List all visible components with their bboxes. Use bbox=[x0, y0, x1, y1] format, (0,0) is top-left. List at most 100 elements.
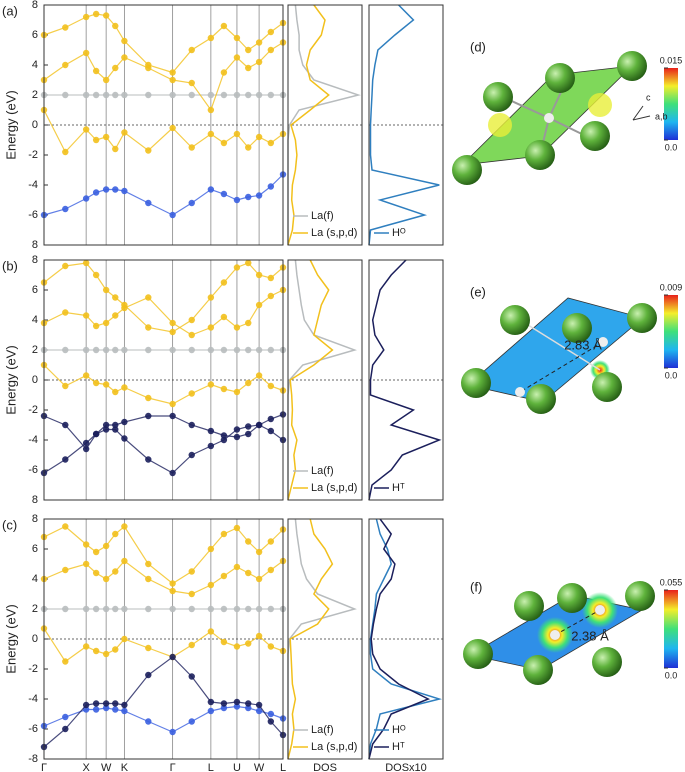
band-point bbox=[245, 193, 252, 201]
band-point bbox=[145, 91, 152, 99]
y-tick-label: 6 bbox=[32, 284, 38, 296]
band-point bbox=[245, 91, 252, 99]
band-point bbox=[92, 548, 100, 556]
legend-label: La(f) bbox=[311, 724, 334, 736]
band-point bbox=[255, 346, 263, 354]
y-tick-label: 2 bbox=[32, 89, 38, 101]
band-point bbox=[220, 638, 228, 646]
axis-label: c bbox=[646, 92, 651, 102]
band-point bbox=[207, 294, 215, 301]
band-point bbox=[207, 34, 215, 42]
band-point bbox=[92, 10, 100, 18]
band-point bbox=[220, 279, 228, 286]
plot-frame bbox=[43, 259, 284, 501]
band-point bbox=[245, 259, 252, 267]
band-point bbox=[121, 605, 128, 613]
band-point bbox=[267, 28, 275, 36]
y-tick-label: -6 bbox=[28, 723, 38, 735]
band-point bbox=[245, 144, 252, 151]
band-point bbox=[207, 628, 215, 635]
band-point bbox=[62, 205, 69, 213]
plot-frame bbox=[287, 259, 363, 501]
band-point bbox=[82, 346, 90, 354]
y-tick-label: 8 bbox=[32, 513, 38, 525]
band-point bbox=[267, 427, 275, 435]
band-point bbox=[102, 575, 110, 583]
band-point bbox=[62, 148, 69, 156]
band-point bbox=[112, 706, 119, 713]
legend-label: Hᵀ bbox=[392, 741, 405, 753]
band-point bbox=[255, 548, 263, 556]
legend-label: La (s,p,d) bbox=[311, 482, 357, 494]
band-point bbox=[169, 211, 176, 219]
band-point bbox=[255, 133, 263, 141]
band-point bbox=[121, 435, 128, 442]
band-point bbox=[82, 643, 90, 650]
band-point bbox=[92, 346, 100, 354]
band-point bbox=[92, 430, 100, 438]
band-point bbox=[220, 605, 228, 613]
band-point bbox=[233, 433, 241, 441]
band-point bbox=[207, 442, 215, 450]
y-tick-label: 0 bbox=[32, 374, 38, 386]
band-point bbox=[245, 704, 252, 712]
y-tick-label: 4 bbox=[32, 573, 38, 585]
x-tick-label: X bbox=[82, 762, 90, 772]
x-tick-label: Γ bbox=[170, 762, 176, 772]
dos-line bbox=[287, 4, 330, 246]
colorbar-tick-label: 0.0 bbox=[665, 670, 678, 680]
band-point bbox=[121, 523, 128, 530]
band-point bbox=[102, 542, 110, 550]
band-point bbox=[220, 704, 228, 712]
y-tick-label: 2 bbox=[32, 344, 38, 356]
band-point bbox=[220, 313, 228, 321]
band-point bbox=[220, 139, 228, 147]
band-point bbox=[207, 91, 215, 99]
panel-label: (b) bbox=[2, 258, 18, 273]
band-point bbox=[92, 67, 100, 75]
band-point bbox=[121, 187, 128, 195]
y-tick-label: 8 bbox=[32, 0, 38, 11]
band-point bbox=[220, 436, 228, 444]
band-point bbox=[169, 412, 176, 420]
panel-label: (d) bbox=[470, 39, 486, 54]
colorbar-tick-label: 0.015 bbox=[660, 55, 683, 65]
y-tick-label: 8 bbox=[32, 239, 38, 251]
band-point bbox=[102, 76, 110, 84]
band-point bbox=[145, 294, 152, 301]
band-point bbox=[82, 706, 90, 713]
band-point bbox=[267, 139, 275, 147]
band-point bbox=[220, 530, 228, 538]
band-point bbox=[267, 605, 275, 613]
band-point bbox=[145, 718, 152, 725]
band-point bbox=[102, 381, 110, 388]
y-axis-label: Energy (eV) bbox=[3, 345, 18, 414]
band-point bbox=[255, 192, 263, 199]
band-point bbox=[267, 346, 275, 354]
band-point bbox=[220, 385, 228, 393]
band-point bbox=[169, 587, 176, 595]
band-point bbox=[112, 388, 119, 396]
band-point bbox=[112, 421, 119, 429]
band-point bbox=[233, 388, 241, 396]
band-point bbox=[220, 91, 228, 99]
legend-label: Hᴼ bbox=[392, 227, 406, 239]
band-point bbox=[188, 421, 195, 429]
band-point bbox=[220, 700, 228, 707]
band-point bbox=[233, 130, 241, 138]
band-point bbox=[102, 421, 110, 429]
band-point bbox=[92, 569, 100, 577]
y-tick-label: -4 bbox=[28, 693, 38, 705]
band-point bbox=[121, 707, 128, 715]
band-point bbox=[62, 382, 69, 390]
band-point bbox=[82, 560, 90, 568]
y-tick-label: -8 bbox=[28, 753, 38, 765]
band-point bbox=[233, 264, 241, 271]
band-point bbox=[121, 54, 128, 61]
legend-label: La(f) bbox=[311, 465, 334, 477]
band-point bbox=[62, 523, 69, 530]
panel-label: (c) bbox=[2, 517, 17, 532]
band-point bbox=[112, 530, 119, 538]
x-tick-label: K bbox=[121, 762, 129, 772]
band-point bbox=[188, 346, 195, 354]
